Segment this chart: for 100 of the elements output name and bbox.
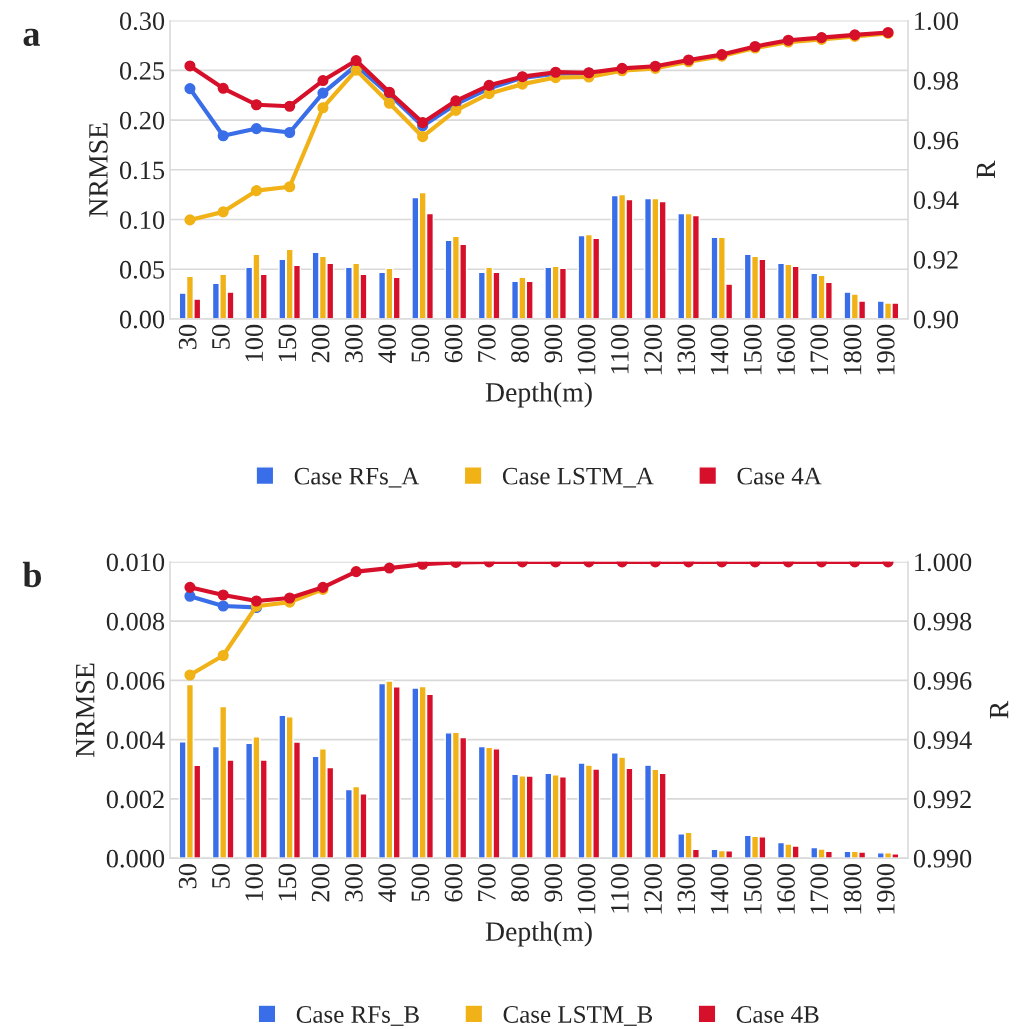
x-tick-label: 1200 bbox=[644, 324, 662, 375]
x-tick-label: 1700 bbox=[810, 864, 829, 914]
point bbox=[317, 102, 329, 114]
x-tick-label: 600 bbox=[444, 864, 463, 902]
x-tick-label: 30 bbox=[178, 324, 197, 349]
point bbox=[284, 100, 296, 112]
legend-label: Case LSTM_A bbox=[502, 467, 654, 488]
point bbox=[284, 181, 296, 193]
x-tick-label: 500 bbox=[411, 864, 430, 902]
point bbox=[250, 185, 262, 197]
x-tick-label: 1000 bbox=[577, 864, 596, 914]
chart-title: b bbox=[22, 561, 42, 588]
y-axis-title: NRMSE bbox=[75, 663, 95, 758]
x-tick-label: 50 bbox=[211, 864, 230, 888]
point bbox=[184, 83, 196, 95]
point bbox=[250, 123, 262, 135]
y2-tick-label: 0.90 bbox=[913, 310, 959, 329]
y2-tick-label: 0.990 bbox=[913, 849, 972, 868]
y2-tick-label: 0.994 bbox=[913, 731, 972, 750]
x-tick-label: 1000 bbox=[577, 324, 596, 375]
y-tick-label: 0.10 bbox=[119, 211, 165, 230]
x-tick-label: 1700 bbox=[810, 324, 829, 375]
x-tick-label: 1200 bbox=[644, 864, 662, 914]
y2-tick-label: 0.94 bbox=[913, 191, 959, 210]
point bbox=[184, 60, 196, 72]
legend-label: Case LSTM_B bbox=[503, 1006, 653, 1026]
x-tick-label: 200 bbox=[311, 324, 330, 363]
legend-label: Case 4B bbox=[736, 1006, 819, 1023]
point bbox=[284, 126, 296, 139]
y-tick-label: 0.15 bbox=[119, 161, 165, 180]
y2-tick-label: 0.992 bbox=[913, 790, 971, 809]
y2-tick-label: 1.00 bbox=[915, 12, 959, 31]
x-tick-label: 1500 bbox=[743, 864, 762, 914]
point bbox=[217, 130, 229, 142]
y-tick-label: 0.05 bbox=[119, 260, 165, 279]
x-tick-label: 800 bbox=[511, 324, 529, 363]
x-tick-label: 1500 bbox=[743, 324, 762, 375]
y2-axis-title: R bbox=[976, 160, 995, 179]
y-tick-label: 0.000 bbox=[106, 849, 165, 868]
x-tick-label: 900 bbox=[544, 864, 563, 902]
x-tick-label: 300 bbox=[344, 324, 363, 363]
y2-tick-label: 1.000 bbox=[915, 553, 972, 572]
point bbox=[250, 99, 262, 111]
y2-tick-label: 0.96 bbox=[913, 131, 959, 150]
x-tick-label: 400 bbox=[378, 324, 397, 363]
x-tick-label: 1900 bbox=[876, 864, 895, 914]
x-tick-label: 1300 bbox=[677, 324, 696, 375]
x-tick-label: 100 bbox=[245, 324, 264, 362]
x-tick-label: 1100 bbox=[610, 324, 629, 374]
x-tick-label: 1800 bbox=[843, 864, 862, 914]
x-tick-label: 500 bbox=[411, 324, 430, 362]
x-tick-label: 300 bbox=[344, 864, 363, 902]
y2-tick-label: 0.996 bbox=[913, 671, 972, 690]
y-tick-label: 0.008 bbox=[106, 612, 165, 631]
point bbox=[450, 104, 462, 116]
x-tick-label: 700 bbox=[477, 864, 496, 901]
y-tick-label: 0.010 bbox=[106, 553, 165, 572]
x-tick-label: 700 bbox=[477, 324, 496, 362]
legend-label: Case RFs_A bbox=[294, 467, 420, 488]
y-axis-title: NRMSE bbox=[89, 123, 108, 217]
legend-label: Case 4A bbox=[737, 467, 822, 485]
x-axis-title: Depth(m) bbox=[485, 921, 592, 947]
x-tick-label: 600 bbox=[444, 324, 463, 363]
y-tick-label: 0.20 bbox=[119, 111, 165, 130]
y-tick-label: 0.002 bbox=[106, 790, 164, 809]
x-tick-label: 1100 bbox=[610, 864, 629, 913]
x-tick-label: 1600 bbox=[777, 864, 795, 914]
x-tick-label: 1900 bbox=[876, 324, 895, 375]
x-tick-label: 400 bbox=[378, 864, 397, 903]
x-tick-label: 1600 bbox=[777, 324, 795, 375]
x-tick-label: 150 bbox=[278, 864, 297, 901]
x-tick-label: 100 bbox=[245, 864, 264, 901]
y-tick-label: 0.004 bbox=[106, 731, 165, 750]
x-tick-label: 150 bbox=[278, 324, 297, 362]
point bbox=[317, 75, 329, 87]
y-tick-label: 0.00 bbox=[119, 310, 165, 329]
y-tick-label: 0.25 bbox=[119, 61, 165, 80]
x-axis-title: Depth(m) bbox=[485, 382, 592, 408]
y2-tick-label: 0.98 bbox=[913, 71, 959, 90]
point bbox=[317, 87, 329, 99]
point bbox=[184, 214, 196, 226]
point bbox=[217, 82, 229, 94]
x-tick-label: 800 bbox=[511, 864, 529, 902]
y-tick-label: 0.30 bbox=[119, 12, 165, 31]
x-tick-label: 1400 bbox=[710, 324, 729, 375]
point bbox=[350, 55, 362, 67]
x-tick-label: 30 bbox=[178, 864, 197, 889]
x-tick-label: 900 bbox=[544, 324, 563, 363]
chart-title: a bbox=[23, 28, 40, 46]
x-tick-label: 50 bbox=[211, 324, 230, 349]
x-tick-label: 1800 bbox=[843, 324, 862, 375]
x-tick-label: 200 bbox=[311, 864, 330, 902]
legend-label: Case RFs_B bbox=[296, 1006, 419, 1026]
x-tick-label: 1300 bbox=[677, 864, 696, 914]
point bbox=[217, 206, 229, 218]
x-tick-label: 1400 bbox=[710, 864, 729, 914]
point bbox=[383, 97, 395, 109]
y2-tick-label: 0.92 bbox=[913, 250, 958, 269]
point bbox=[417, 131, 429, 143]
y-tick-label: 0.006 bbox=[106, 671, 165, 690]
